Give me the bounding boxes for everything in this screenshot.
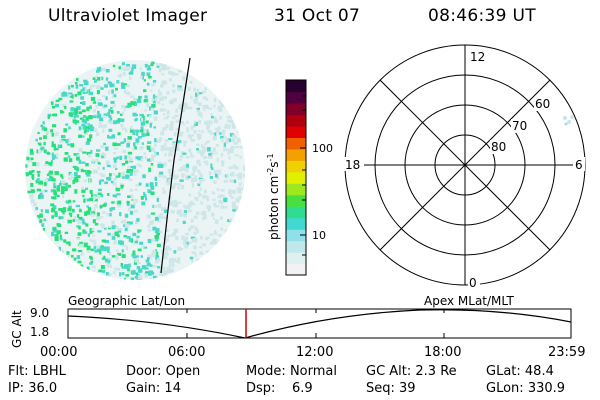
colorbar-segment: [286, 194, 306, 207]
colorbar-segment: [286, 91, 306, 104]
lat-label-80: 80: [491, 140, 506, 154]
status-flt: Flt: LBHL: [8, 364, 66, 379]
colorbar-label: photon cm-2s-1: [266, 153, 281, 240]
colorbar-segment: [286, 114, 306, 127]
status-glat: GLat: 48.4: [486, 364, 554, 379]
status-ip: IP: 36.0: [8, 381, 58, 396]
earth-disk: [25, 60, 245, 280]
x-tick-1200: 12:00: [296, 345, 334, 360]
status-dsp: Dsp: 6.9: [246, 381, 313, 396]
mlt-label-18: 18: [345, 158, 360, 172]
colorbar-segment: [286, 183, 306, 196]
colorbar-segment: [286, 217, 306, 230]
colorbar-segment: [286, 137, 306, 150]
colorbar-segment: [286, 206, 306, 219]
alt-plot-y-label: GC Alt: [10, 310, 24, 348]
alt-plot-right-title: Apex MLat/MLT: [424, 294, 514, 308]
x-tick-0600: 06:00: [168, 345, 206, 360]
status-gcalt: GC Alt: 2.3 Re: [366, 364, 457, 379]
lat-label-70: 70: [512, 119, 527, 133]
lat-label-60: 60: [535, 97, 550, 111]
colorbar-segment: [286, 160, 306, 173]
status-glon: GLon: 330.9: [486, 381, 566, 396]
alt-plot-y-tick-1: 1.8: [30, 325, 49, 339]
colorbar-segment: [286, 148, 306, 161]
status-mode: Mode: Normal: [246, 364, 337, 379]
instrument-title: Ultraviolet Imager: [48, 6, 208, 26]
date-label: 31 Oct 07: [274, 6, 361, 26]
status-door: Door: Open: [126, 364, 201, 379]
terminator-line: [160, 57, 191, 274]
colorbar-segment: [286, 171, 306, 184]
x-tick-2359: 23:59: [548, 345, 586, 360]
colorbar-segment: [286, 252, 306, 265]
colorbar-segment: [286, 125, 306, 138]
colorbar: [286, 80, 306, 276]
x-tick-0000: 00:00: [40, 345, 78, 360]
alt-plot-orbit-curve: [67, 309, 572, 339]
mlt-label-6: 6: [575, 158, 583, 172]
colorbar-tick-10: 10: [312, 229, 326, 242]
colorbar-segment: [286, 229, 306, 242]
colorbar-frame: [285, 79, 307, 276]
alt-plot-frame: [67, 308, 572, 339]
mlt-label-12: 12: [470, 50, 485, 64]
x-tick-1800: 18:00: [424, 345, 462, 360]
colorbar-segment: [286, 102, 306, 116]
alt-plot-left-title: Geographic Lat/Lon: [68, 294, 186, 308]
status-gain: Gain: 14: [126, 381, 181, 396]
colorbar-segment: [286, 80, 306, 93]
time-label: 08:46:39 UT: [428, 6, 536, 26]
status-seq: Seq: 39: [366, 381, 416, 396]
polar-aurora-patch: [563, 115, 574, 126]
alt-plot-y-tick-9: 9.0: [30, 306, 49, 320]
colorbar-segment: [286, 263, 306, 276]
mlt-label-0: 0: [469, 276, 477, 290]
colorbar-tick-100: 100: [312, 142, 333, 155]
colorbar-segment: [286, 240, 306, 253]
